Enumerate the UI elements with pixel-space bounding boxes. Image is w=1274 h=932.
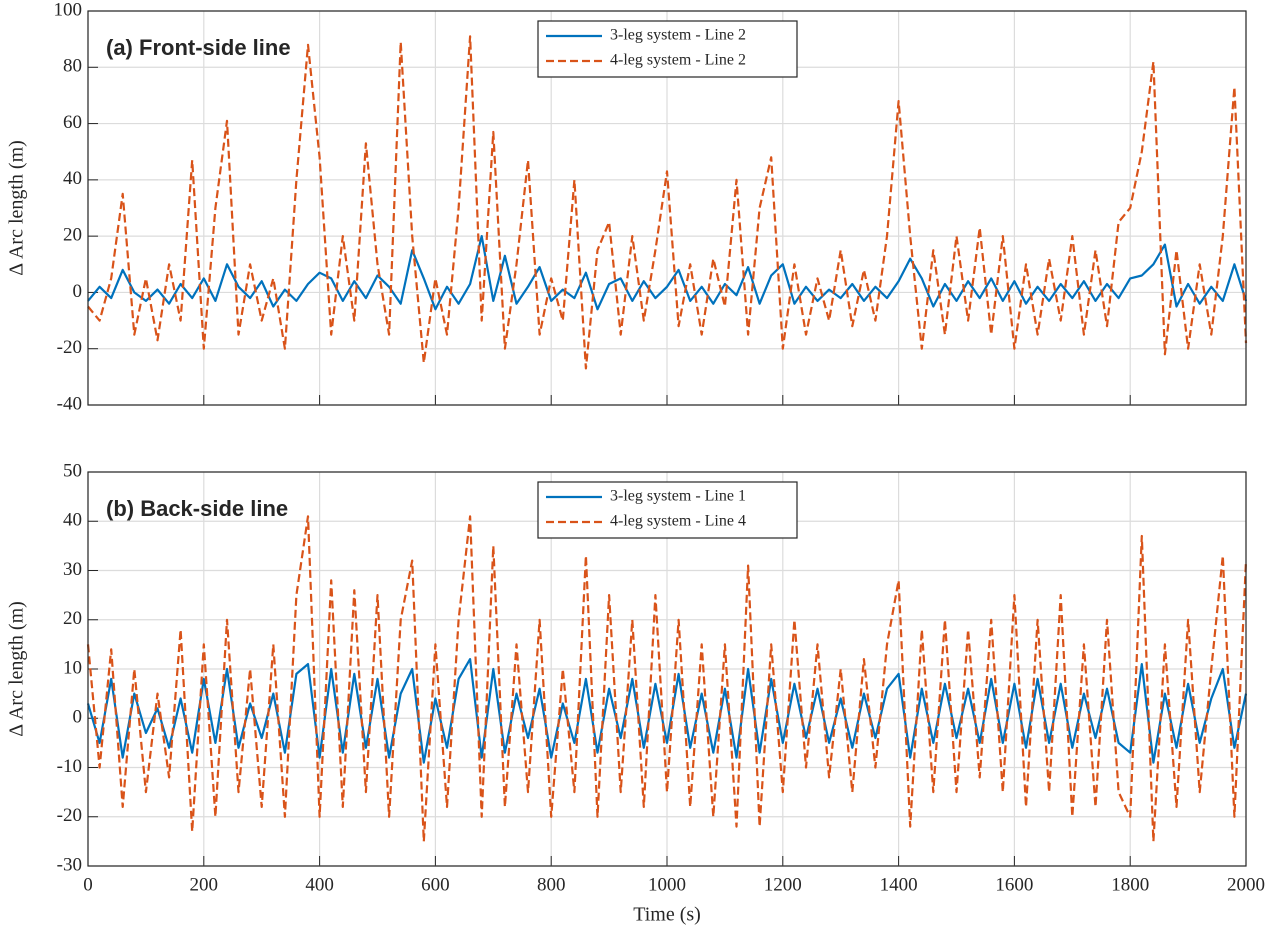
y-tick-label: -30 (57, 854, 82, 875)
legend-label: 4-leg system - Line 2 (610, 52, 746, 69)
legend-box (537, 20, 798, 78)
y-tick-label: 40 (63, 168, 82, 189)
x-tick-label: 2000 (1227, 874, 1265, 895)
legend-label: 3-leg system - Line 1 (610, 488, 746, 505)
y-tick-label: 0 (73, 707, 83, 728)
y-tick-label: 20 (63, 225, 82, 246)
x-tick-label: 1400 (880, 874, 918, 895)
x-tick-label: 200 (190, 874, 219, 895)
y-tick-label: 10 (63, 657, 82, 678)
axes-box (87, 471, 1247, 867)
y-tick-label: -10 (57, 756, 82, 777)
y-axis-label: Δ Arc length (m) (6, 601, 28, 737)
y-tick-label: -20 (57, 337, 82, 358)
data-line (87, 235, 1248, 311)
y-tick-label: 100 (54, 0, 83, 20)
data-line (86, 515, 1248, 843)
x-tick-label: 400 (305, 874, 334, 895)
y-tick-label: 80 (63, 56, 82, 77)
axes-box (87, 10, 1247, 406)
x-tick-label: 1000 (648, 874, 686, 895)
y-tick-label: 50 (63, 460, 82, 481)
y-tick-label: 30 (63, 559, 82, 580)
y-tick-label: -20 (57, 805, 82, 826)
y-tick-label: 0 (73, 281, 83, 302)
legend-label: 4-leg system - Line 4 (610, 513, 746, 530)
data-line (87, 35, 1248, 370)
y-tick-label: -40 (57, 393, 82, 414)
x-tick-label: 1600 (995, 874, 1033, 895)
y-tick-label: 60 (63, 112, 82, 133)
annotation: (a) Front-side line (106, 35, 291, 60)
x-axis-label: Time (s) (633, 904, 701, 926)
legend-box (537, 481, 798, 539)
x-tick-label: 1200 (764, 874, 802, 895)
y-axis-label: Δ Arc length (m) (6, 140, 28, 276)
x-tick-label: 600 (421, 874, 450, 895)
legend-label: 3-leg system - Line 2 (610, 27, 746, 44)
y-tick-label: 40 (63, 510, 82, 531)
y-tick-label: 20 (63, 608, 82, 629)
annotation: (b) Back-side line (106, 496, 288, 521)
x-tick-label: 0 (83, 874, 93, 895)
x-tick-label: 1800 (1111, 874, 1149, 895)
x-tick-label: 800 (537, 874, 566, 895)
